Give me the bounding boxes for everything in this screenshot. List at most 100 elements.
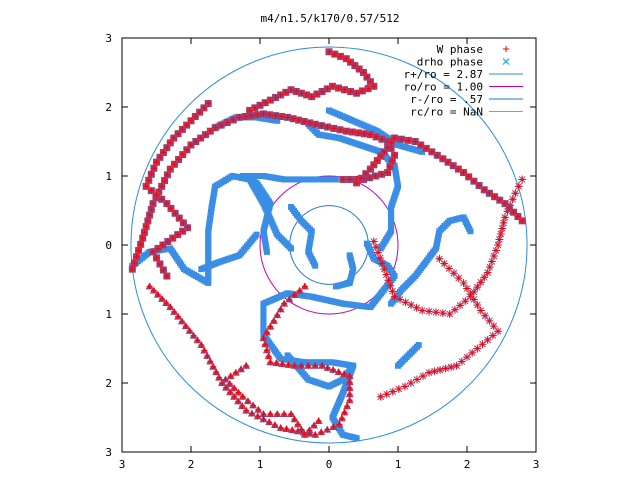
w-phase-marker <box>519 176 526 183</box>
w-phase-marker <box>158 183 165 190</box>
w-phase-marker <box>474 302 481 309</box>
ridge-point <box>377 245 384 252</box>
w-phase-marker <box>370 238 377 245</box>
legend-label: r+/ro = 2.87 <box>404 68 483 81</box>
w-phase-marker <box>298 426 305 433</box>
x-tick-label: 2 <box>464 458 471 471</box>
w-phase-marker <box>319 362 326 369</box>
w-phase-marker <box>312 121 319 128</box>
w-phase-marker <box>318 122 325 129</box>
w-phase-marker <box>163 200 170 207</box>
w-phase-marker <box>194 337 201 344</box>
ridge-point <box>415 342 422 349</box>
w-phase-marker <box>243 362 250 369</box>
w-phase-marker <box>460 169 467 176</box>
w-phase-marker <box>270 317 277 324</box>
w-phase-marker <box>284 114 291 121</box>
w-phase-marker <box>274 312 281 319</box>
w-phase-marker <box>462 298 469 305</box>
w-phase-marker <box>153 191 160 198</box>
w-phase-marker <box>501 200 508 207</box>
w-phase-marker <box>353 90 360 97</box>
w-phase-marker <box>335 85 342 92</box>
y-tick-label: 0 <box>105 239 112 252</box>
w-phase-marker <box>458 358 465 365</box>
w-phase-marker <box>135 247 142 254</box>
arm-1 <box>128 110 399 273</box>
w-phase-marker <box>163 273 170 280</box>
w-phase-marker <box>148 206 155 213</box>
w-phase-marker <box>397 296 404 303</box>
w-phase-marker <box>486 317 493 324</box>
legend-label: ro/ro = 1.00 <box>404 81 483 94</box>
w-phase-marker <box>470 178 477 185</box>
w-phase-marker <box>437 366 444 373</box>
w-phase-marker <box>326 48 332 55</box>
w-phase-marker <box>408 302 415 309</box>
w-phase-marker <box>145 177 152 184</box>
w-phase-marker <box>150 287 157 294</box>
w-phase-marker <box>346 379 353 386</box>
w-phase-marker <box>139 235 146 242</box>
w-phase-marker <box>143 183 150 190</box>
w-phase-marker <box>196 109 203 116</box>
w-phase-marker <box>216 374 223 381</box>
w-phase-marker <box>288 411 295 418</box>
w-phase-marker <box>467 290 474 297</box>
w-phase-marker <box>383 391 390 398</box>
w-phase-marker <box>250 402 257 409</box>
y-tick-label: 1 <box>105 170 112 183</box>
w-phase-marker <box>469 349 476 356</box>
w-phase-marker <box>441 260 448 267</box>
w-phase-marker <box>389 288 396 295</box>
w-phase-marker <box>391 152 398 159</box>
w-phase-marker <box>442 365 449 372</box>
w-phase-marker <box>188 141 194 148</box>
w-phase-marker <box>167 304 174 311</box>
w-phase-marker <box>476 182 483 189</box>
data-markers <box>128 48 527 442</box>
legend-plus-icon <box>503 46 509 52</box>
y-tick-label: 2 <box>105 101 112 114</box>
w-phase-marker <box>260 110 267 117</box>
w-phase-marker <box>153 159 160 166</box>
x-tick-label: 1 <box>257 458 264 471</box>
w-phase-marker <box>148 187 155 194</box>
x-tick-label: 3 <box>119 458 126 471</box>
legend-label: W phase <box>437 43 483 56</box>
w-phase-marker <box>395 386 402 393</box>
w-phase-marker <box>210 363 217 370</box>
w-phase-marker <box>419 307 426 314</box>
w-phase-marker <box>235 389 242 396</box>
w-phase-marker <box>180 219 187 226</box>
w-phase-marker <box>200 104 207 111</box>
y-tick-label: 1 <box>105 308 112 321</box>
w-phase-marker <box>378 136 385 143</box>
w-phase-marker <box>154 291 161 298</box>
ridge-11 <box>332 252 357 290</box>
w-phase-marker <box>274 411 281 418</box>
w-phase-marker <box>509 196 516 203</box>
w-phase-marker <box>349 129 356 136</box>
w-phase-marker <box>477 279 484 286</box>
w-phase-marker <box>398 136 405 143</box>
w-phase-marker <box>283 426 290 432</box>
w-phase-marker <box>370 83 377 90</box>
y-tick-label: 3 <box>105 32 112 45</box>
w-phase-marker <box>464 354 470 361</box>
w-phase-marker <box>150 165 157 172</box>
w-phase-marker <box>379 260 386 267</box>
w-phase-marker <box>346 397 353 404</box>
w-phase-marker <box>464 285 470 292</box>
w-phase-marker <box>144 217 151 224</box>
w-phase-marker <box>238 366 245 373</box>
w-phase-marker <box>341 371 348 378</box>
w-phase-marker <box>359 87 366 94</box>
arm-4 <box>353 134 526 225</box>
w-phase-marker <box>235 398 242 405</box>
w-phase-marker <box>279 361 286 368</box>
ridge-point <box>312 262 319 269</box>
w-phase-marker <box>482 312 489 319</box>
